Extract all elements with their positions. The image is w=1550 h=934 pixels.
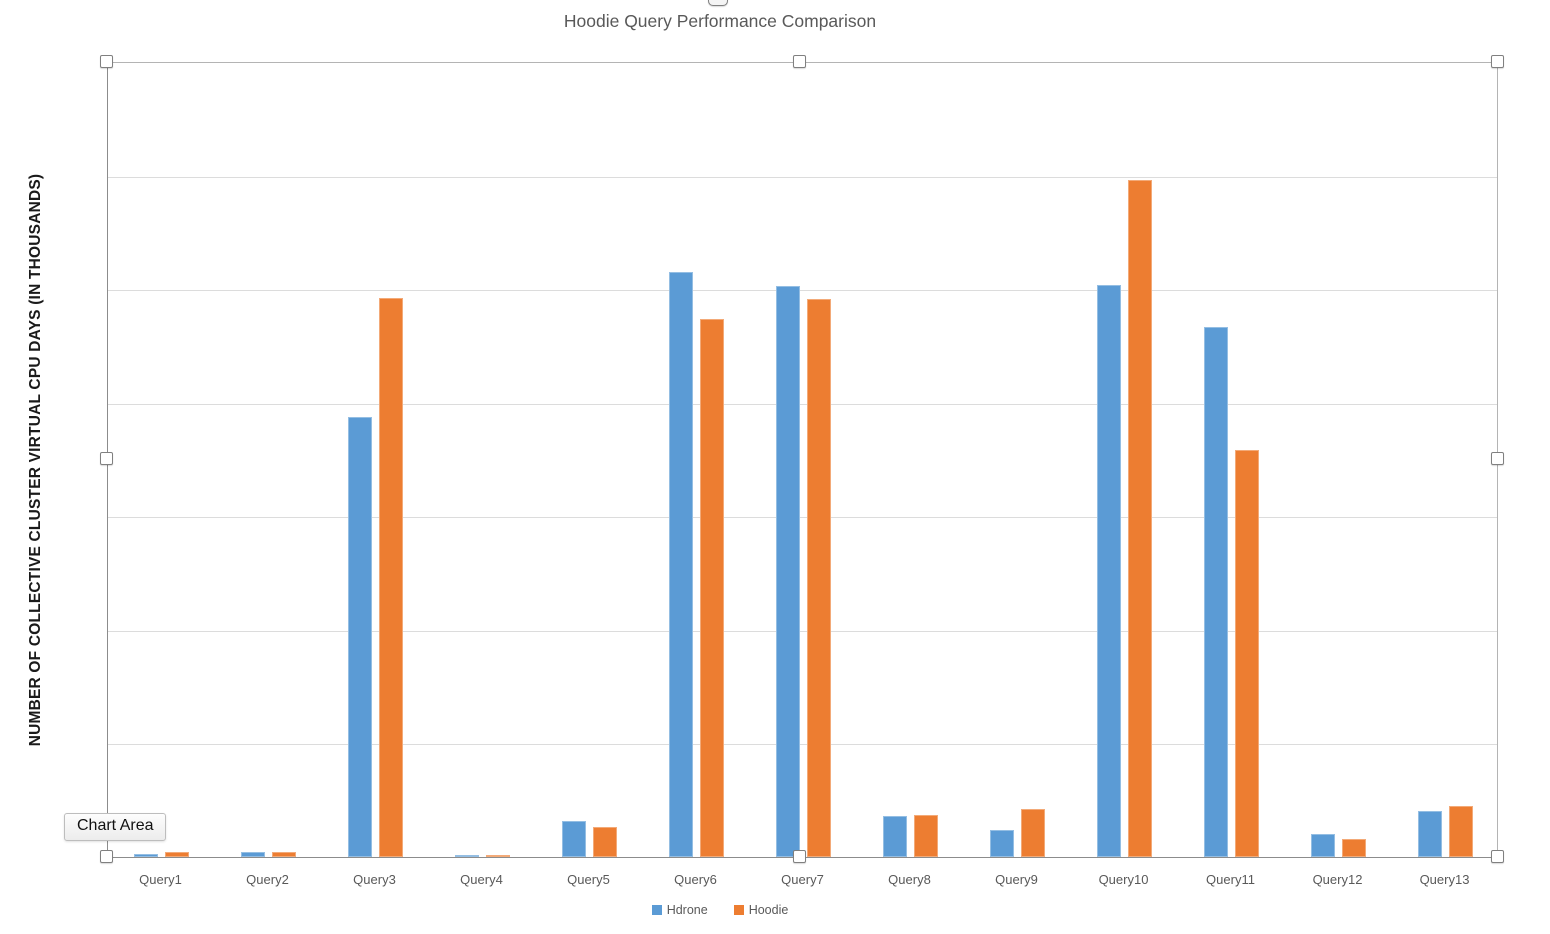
bar-hoodie-query4[interactable]	[486, 855, 510, 857]
legend-swatch-hdrone	[651, 905, 662, 915]
bar-hdrone-query5[interactable]	[562, 821, 586, 857]
legend-item-hoodie[interactable]: Hoodie	[733, 903, 789, 917]
category-label-query7[interactable]: Query7	[781, 872, 824, 887]
bar-hoodie-query5[interactable]	[593, 827, 617, 857]
y-axis-tick-labels[interactable]: 0200400600800100012001400	[0, 0, 92, 934]
bar-hoodie-query8[interactable]	[914, 814, 938, 857]
bar-hdrone-query7[interactable]	[776, 286, 800, 857]
category-label-query10[interactable]: Query10	[1098, 872, 1149, 887]
selection-handle-top-partial[interactable]	[708, 0, 728, 6]
bar-hdrone-query1[interactable]	[134, 854, 158, 857]
bar-hoodie-query13[interactable]	[1449, 805, 1473, 857]
legend-item-hdrone[interactable]: Hdrone	[651, 903, 708, 917]
selection-handle[interactable]	[1491, 55, 1504, 68]
selection-handle[interactable]	[1491, 452, 1504, 465]
bar-hdrone-query11[interactable]	[1204, 326, 1228, 857]
bar-hoodie-query11[interactable]	[1235, 450, 1259, 857]
bar-hoodie-query10[interactable]	[1128, 180, 1152, 857]
category-label-query4[interactable]: Query4	[460, 872, 503, 887]
bar-hdrone-query8[interactable]	[883, 816, 907, 857]
bar-hdrone-query9[interactable]	[990, 830, 1014, 857]
category-label-query8[interactable]: Query8	[888, 872, 931, 887]
bar-hoodie-query9[interactable]	[1021, 808, 1045, 857]
selection-handle[interactable]	[1491, 850, 1504, 863]
bar-hoodie-query7[interactable]	[807, 298, 831, 857]
gridline	[108, 630, 1497, 632]
bar-hdrone-query2[interactable]	[241, 851, 265, 857]
gridline	[108, 744, 1497, 746]
bar-hoodie-query6[interactable]	[700, 318, 724, 857]
category-label-query9[interactable]: Query9	[995, 872, 1038, 887]
gridline	[108, 176, 1497, 178]
category-label-query11[interactable]: Query11	[1206, 872, 1255, 887]
plot-area[interactable]	[107, 62, 1498, 857]
gridline	[108, 517, 1497, 519]
selection-handle[interactable]	[793, 850, 806, 863]
bar-hdrone-query10[interactable]	[1097, 284, 1121, 857]
gridline	[108, 290, 1497, 292]
bar-hdrone-query13[interactable]	[1418, 811, 1442, 857]
bar-hdrone-query6[interactable]	[669, 272, 693, 857]
bar-hdrone-query12[interactable]	[1311, 834, 1335, 857]
category-label-query2[interactable]: Query2	[246, 872, 289, 887]
category-label-query6[interactable]: Query6	[674, 872, 717, 887]
gridline	[108, 403, 1497, 405]
selection-handle[interactable]	[100, 55, 113, 68]
legend-label: Hoodie	[748, 903, 789, 917]
selection-handle[interactable]	[793, 55, 806, 68]
bar-hoodie-query12[interactable]	[1342, 838, 1366, 857]
category-label-query3[interactable]: Query3	[353, 872, 396, 887]
selection-handle[interactable]	[100, 452, 113, 465]
legend-label: Hdrone	[666, 903, 708, 917]
selection-handle[interactable]	[100, 850, 113, 863]
chart-area-tooltip: Chart Area	[64, 813, 167, 841]
category-label-query1[interactable]: Query1	[139, 872, 182, 887]
chart-title[interactable]: Hoodie Query Performance Comparison	[563, 11, 877, 31]
category-label-query13[interactable]: Query13	[1419, 872, 1470, 887]
category-label-query12[interactable]: Query12	[1312, 872, 1363, 887]
bar-hdrone-query3[interactable]	[348, 416, 372, 857]
bar-hoodie-query2[interactable]	[272, 852, 296, 857]
category-label-query5[interactable]: Query5	[567, 872, 610, 887]
bar-hdrone-query4[interactable]	[455, 854, 479, 857]
legend[interactable]: Hdrone Hoodie	[0, 903, 1440, 917]
bar-hoodie-query3[interactable]	[379, 297, 403, 857]
legend-swatch-hoodie	[733, 905, 744, 915]
bar-hoodie-query1[interactable]	[165, 851, 189, 857]
